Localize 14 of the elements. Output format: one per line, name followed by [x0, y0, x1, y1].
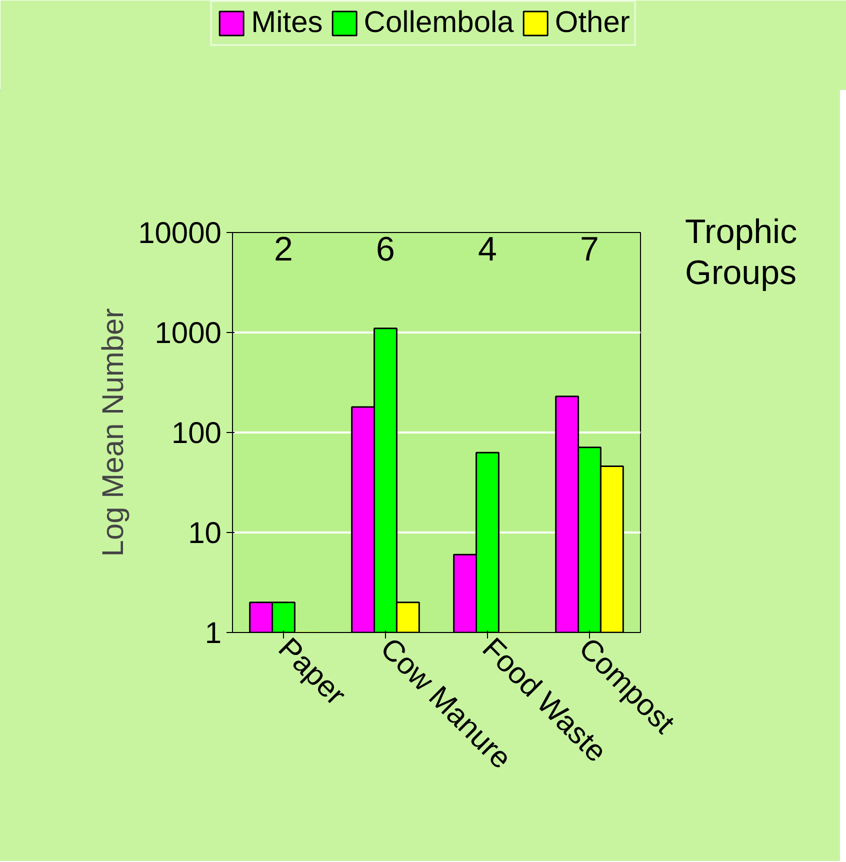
annotation: 4 — [478, 230, 497, 268]
legend-label: Mites — [251, 6, 323, 40]
annotation: 2 — [274, 230, 293, 268]
y-tick-label: 10 — [188, 517, 222, 550]
y-tick-label: 1 — [204, 617, 222, 650]
text: Trophic Groups — [685, 212, 798, 294]
y-tick-label: 1000 — [154, 317, 222, 350]
y-tick-label: 10000 — [138, 217, 222, 250]
y-tick-label: 100 — [171, 417, 222, 450]
legend-label: Other — [554, 6, 630, 40]
annotation: 7 — [580, 230, 599, 268]
y-axis-title: Log Mean Number — [97, 308, 130, 557]
legend-label: Collembola — [364, 6, 514, 40]
annotation: 6 — [376, 230, 395, 268]
